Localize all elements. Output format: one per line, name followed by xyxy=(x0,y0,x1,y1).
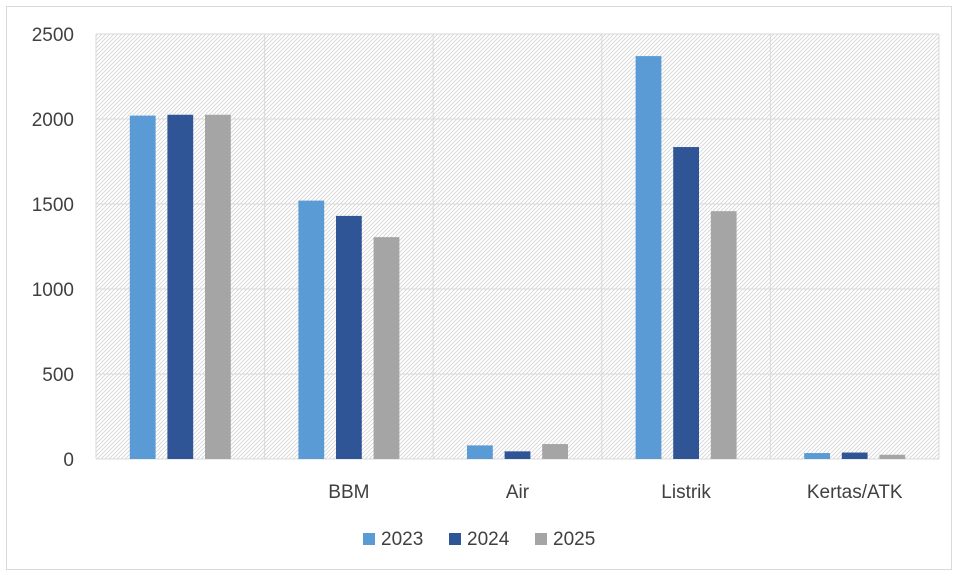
bar-2024-1 xyxy=(336,215,362,459)
bar-2023-0 xyxy=(129,115,156,459)
bar-2025-0 xyxy=(204,114,231,459)
y-tick-label: 2500 xyxy=(32,25,74,46)
bar-2025-2 xyxy=(542,444,568,459)
y-axis-ticks: 0 500 1000 1500 2000 2500 xyxy=(32,25,74,471)
legend-swatch-2025 xyxy=(535,533,547,545)
plot-area xyxy=(96,34,939,459)
bar-2024-0 xyxy=(167,114,194,459)
bar-2023-1 xyxy=(298,200,325,459)
legend-label: 2024 xyxy=(467,529,510,550)
bar-2023-2 xyxy=(467,445,493,459)
x-tick-label: Listrik xyxy=(661,482,711,503)
x-tick-label: Kertas/ATK xyxy=(807,482,903,503)
x-axis-ticks: BBM Air Listrik Kertas/ATK xyxy=(328,482,903,503)
bar-2024-3 xyxy=(673,147,699,460)
legend-label: 2023 xyxy=(381,529,423,550)
bar-2024-4 xyxy=(841,452,868,459)
y-tick-label: 0 xyxy=(63,450,74,471)
y-tick-label: 1500 xyxy=(32,195,74,216)
bar-2023-4 xyxy=(804,453,831,459)
y-tick-label: 1000 xyxy=(32,280,74,301)
y-tick-label: 2000 xyxy=(32,110,74,131)
legend-swatch-2024 xyxy=(449,533,461,545)
x-tick-label: BBM xyxy=(328,482,369,503)
legend-label: 2025 xyxy=(553,529,595,550)
y-tick-label: 500 xyxy=(42,365,74,386)
bar-2023-3 xyxy=(635,56,662,459)
legend-swatch-2023 xyxy=(363,533,375,545)
bars xyxy=(129,56,906,460)
bar-2024-2 xyxy=(504,451,531,459)
legend: 2023 2024 2025 xyxy=(363,529,595,550)
bar-2025-4 xyxy=(879,454,906,459)
x-tick-label: Air xyxy=(506,482,530,503)
grid-lines xyxy=(95,33,940,460)
bar-2025-3 xyxy=(710,211,737,459)
bar-2025-1 xyxy=(373,237,400,459)
